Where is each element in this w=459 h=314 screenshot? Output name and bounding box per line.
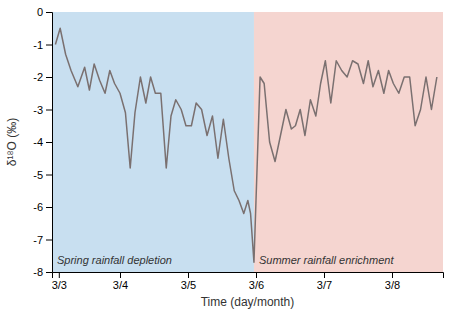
tick: 3/6 [249, 272, 264, 291]
tick-mark [392, 272, 393, 278]
tick: 3/3 [52, 272, 67, 291]
tick-label: 3/7 [317, 279, 332, 291]
chart: 3/3 3/4 3/5 3/6 3/7 3/8 0 -1 -2 -3 -4 -5 -6 -7 -8 Sprin… [0, 0, 459, 314]
tick-label: -4 [33, 136, 43, 148]
tick-label: 3/8 [385, 279, 400, 291]
tick: 3/5 [181, 272, 196, 291]
region-label: Summer rainfall enrichment [259, 254, 394, 266]
y-axis-line [46, 13, 53, 273]
tick: -4 [33, 136, 52, 148]
tick-mark [46, 12, 52, 13]
tick-mark [46, 207, 52, 208]
tick-label: 3/4 [113, 279, 128, 291]
tick-mark [59, 272, 60, 278]
tick-mark [46, 77, 52, 78]
tick-label: -7 [33, 234, 43, 246]
tick-mark [188, 272, 189, 278]
tick: -6 [33, 201, 52, 213]
tick-label: -1 [33, 39, 43, 51]
tick: 3/4 [113, 272, 128, 291]
region [52, 12, 254, 272]
tick: -2 [33, 71, 52, 83]
tick-mark [46, 110, 52, 111]
tick-label: 3/6 [249, 279, 264, 291]
tick-label: 0 [37, 6, 43, 18]
tick-mark [120, 272, 121, 278]
tick-label: -2 [33, 71, 43, 83]
tick-mark [46, 45, 52, 46]
tick: -1 [33, 39, 52, 51]
region-label: Spring rainfall depletion [57, 254, 172, 266]
tick-label: -3 [33, 104, 43, 116]
x-axis: 3/3 3/4 3/5 3/6 3/7 3/8 [52, 272, 444, 291]
x-axis-title: Time (day/month) [201, 295, 295, 309]
tick-label: 3/5 [181, 279, 196, 291]
region [254, 12, 443, 272]
tick-label: 3/3 [52, 279, 67, 291]
tick: -5 [33, 169, 52, 181]
tick-mark [46, 240, 52, 241]
tick-label: -6 [33, 201, 43, 213]
tick: 3/7 [317, 272, 332, 291]
tick-mark [46, 175, 52, 176]
tick: 0 [37, 6, 52, 18]
tick-mark [46, 142, 52, 143]
y-axis: 0 -1 -2 -3 -4 -5 -6 -7 -8 [33, 6, 52, 278]
x-axis-line [53, 273, 444, 279]
tick: -3 [33, 104, 52, 116]
plot-area [52, 12, 443, 272]
tick-mark [256, 272, 257, 278]
tick-mark [46, 272, 52, 273]
tick: 3/8 [385, 272, 400, 291]
tick: -8 [33, 266, 52, 278]
tick: -7 [33, 234, 52, 246]
tick-mark [324, 272, 325, 278]
tick-label: -8 [33, 266, 43, 278]
y-axis-title: δ¹⁸O (‰) [5, 118, 19, 166]
tick-label: -5 [33, 169, 43, 181]
data-line [55, 28, 436, 262]
